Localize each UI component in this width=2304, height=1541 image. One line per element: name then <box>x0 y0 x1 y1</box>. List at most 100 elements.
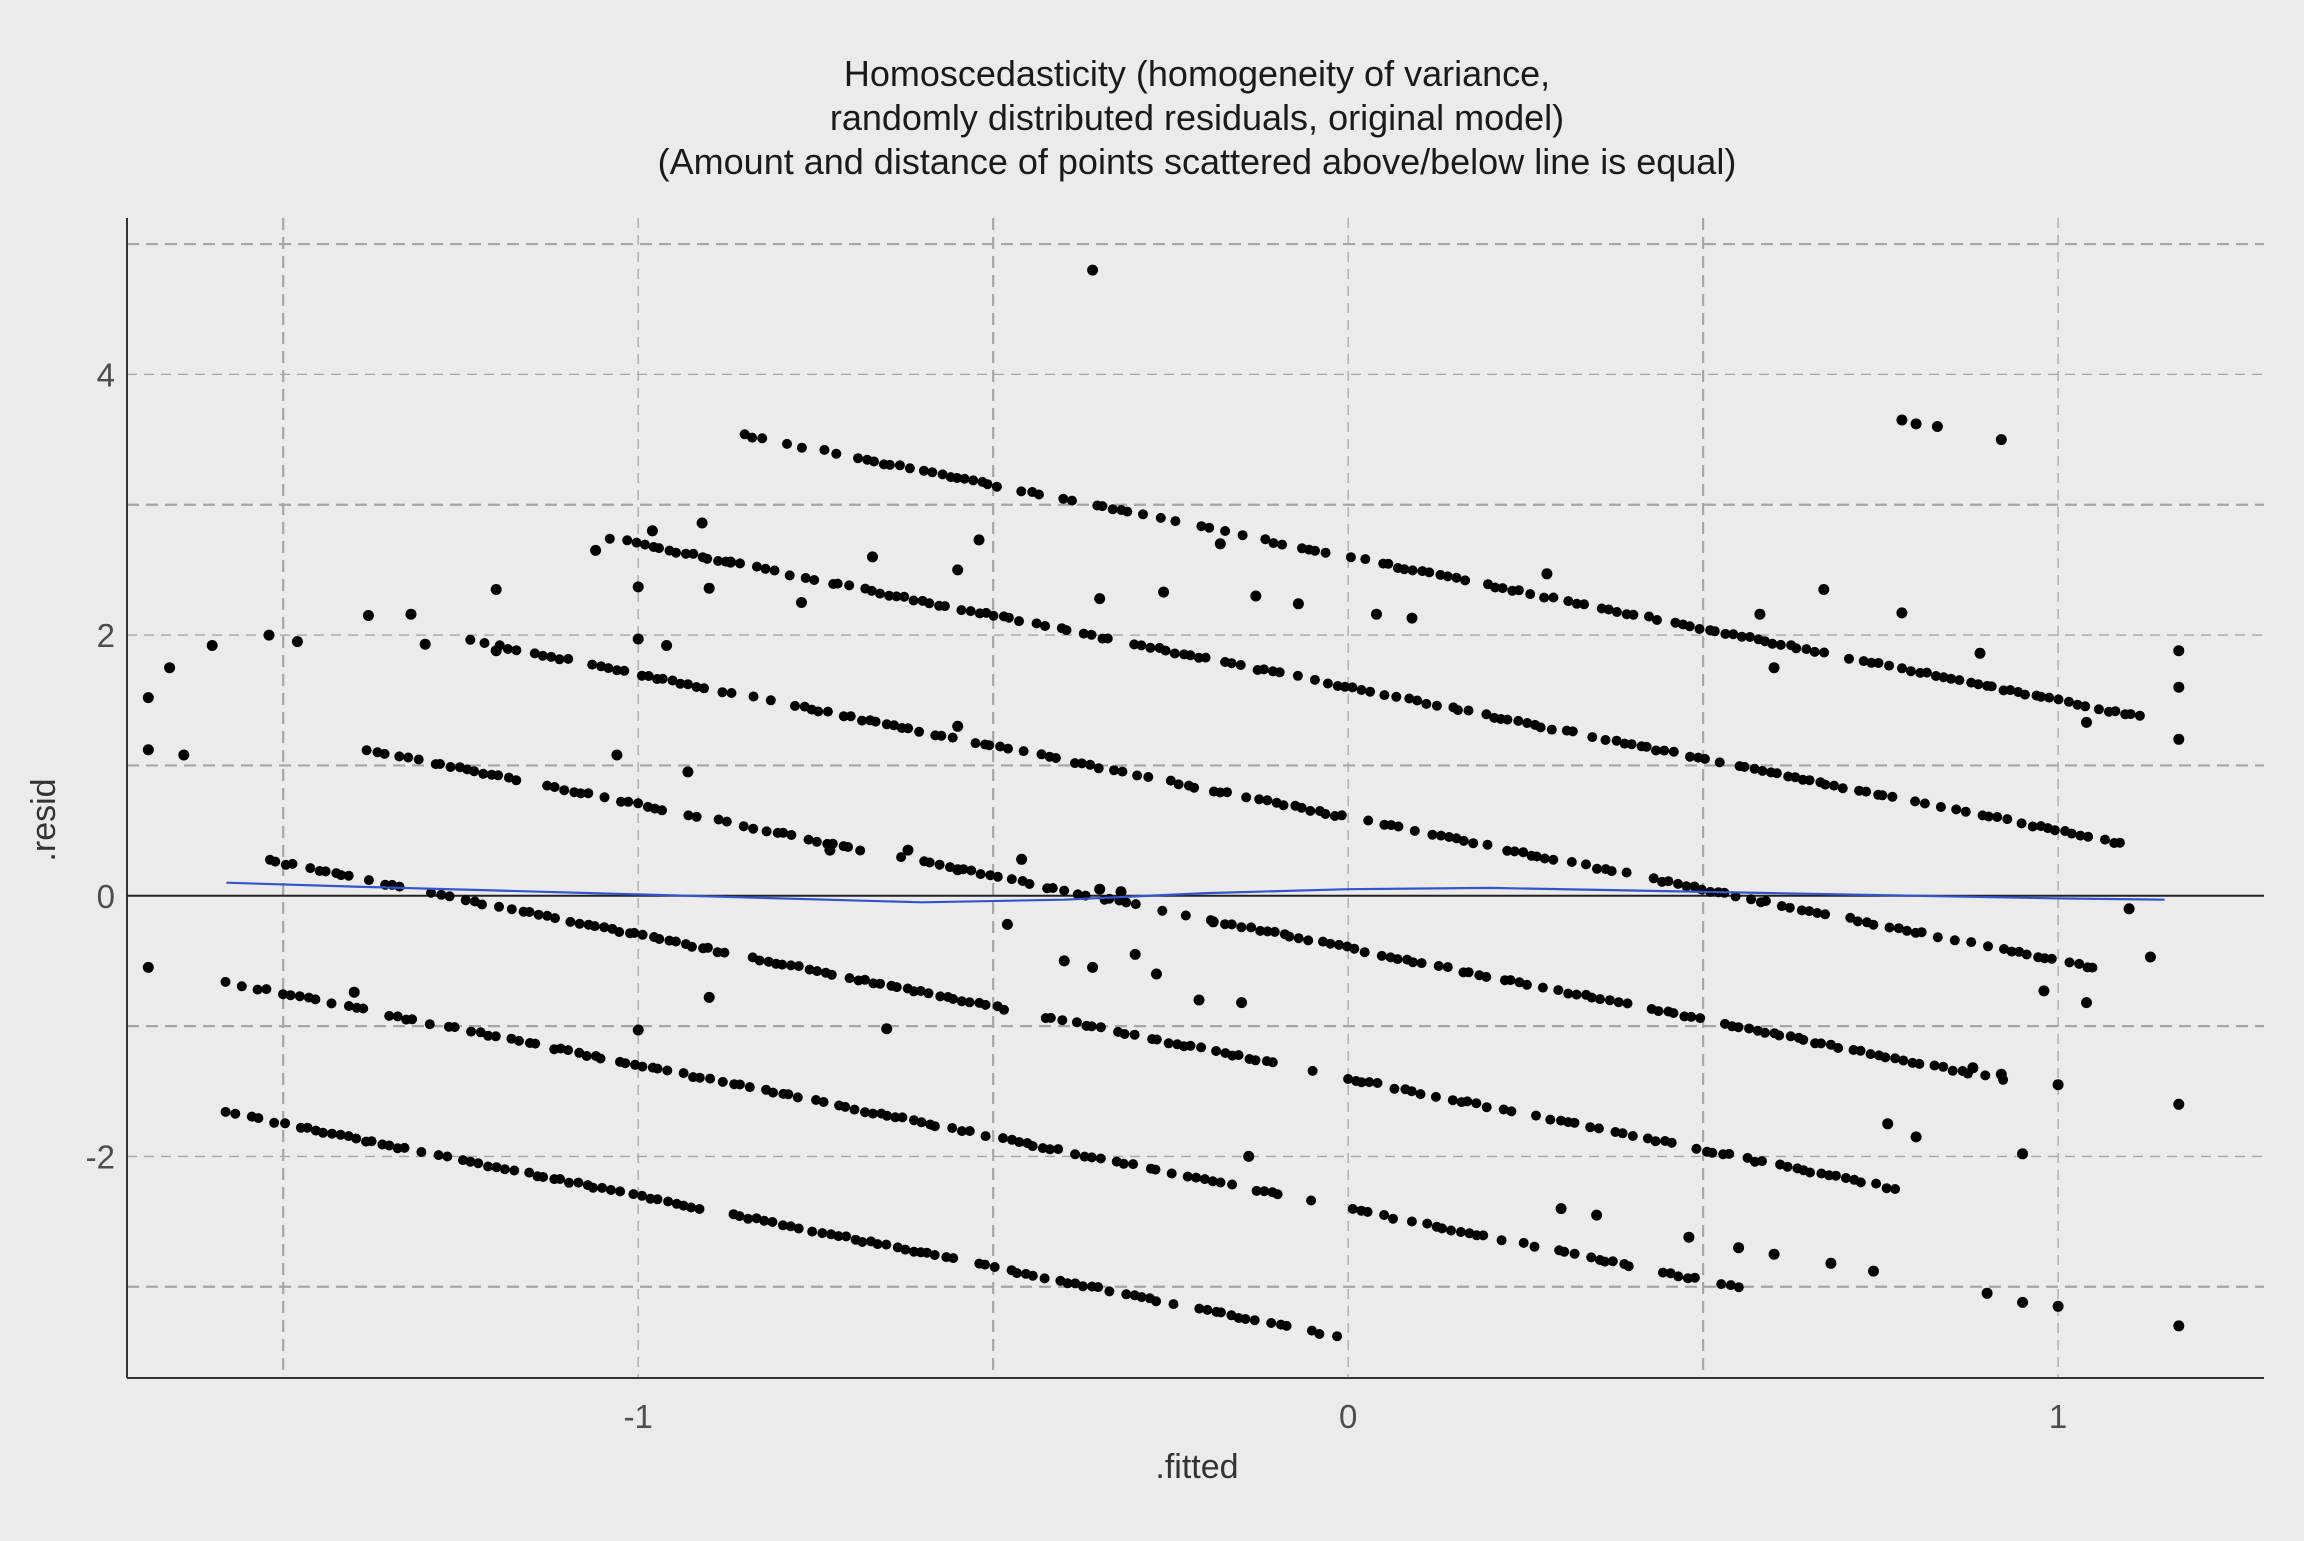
data-point <box>1365 686 1376 697</box>
data-point <box>1062 1278 1073 1289</box>
data-point <box>1047 883 1058 893</box>
data-point <box>889 720 899 731</box>
data-point <box>442 1151 453 1162</box>
data-point <box>1744 1023 1755 1034</box>
data-point <box>785 1221 796 1232</box>
data-point <box>1818 584 1830 595</box>
data-point <box>1006 874 1017 885</box>
data-point <box>1268 538 1279 549</box>
data-point <box>637 1061 648 1072</box>
data-point <box>970 738 981 749</box>
data-point <box>826 969 837 980</box>
data-point <box>542 780 553 791</box>
data-point <box>1160 645 1171 656</box>
data-point <box>1281 1320 1292 1331</box>
data-point <box>1983 941 1993 952</box>
data-point <box>884 590 895 601</box>
data-point <box>1983 811 1994 822</box>
data-point <box>1960 806 1971 817</box>
data-point <box>637 1190 647 1201</box>
data-point <box>2052 1079 2064 1091</box>
data-point <box>1128 1159 1139 1170</box>
data-point <box>1901 925 1912 936</box>
data-point <box>2173 733 2185 745</box>
data-point <box>318 1127 328 1138</box>
data-point <box>424 1019 435 1030</box>
data-point <box>2014 946 2025 957</box>
data-point <box>777 1220 788 1231</box>
data-point <box>1896 414 1908 426</box>
data-point <box>1227 1179 1238 1190</box>
title-line-1: Homoscedasticity (homogeneity of varianc… <box>844 53 1550 94</box>
data-point <box>524 1167 535 1178</box>
data-point <box>502 644 513 654</box>
data-point <box>1659 745 1670 756</box>
data-point <box>530 1038 541 1049</box>
data-point <box>1404 693 1415 704</box>
data-point <box>1775 639 1786 650</box>
data-point <box>713 814 724 825</box>
data-point <box>1277 539 1288 550</box>
data-point <box>2016 818 2027 829</box>
data-point <box>1571 989 1582 1000</box>
data-point <box>1061 625 1072 636</box>
data-point <box>1910 418 1922 430</box>
data-point <box>1293 933 1304 944</box>
data-point <box>1757 1156 1767 1167</box>
data-point <box>1670 617 1681 628</box>
data-point <box>1833 1043 1844 1053</box>
data-point <box>914 726 925 737</box>
data-point <box>1011 1268 1022 1279</box>
data-point <box>477 899 487 910</box>
data-point <box>604 533 615 544</box>
data-point <box>1548 854 1559 865</box>
data-point <box>691 811 702 822</box>
data-point <box>744 1082 755 1093</box>
data-point <box>670 936 681 947</box>
data-point <box>270 856 281 867</box>
data-point <box>1118 1158 1129 1169</box>
data-point <box>783 1089 794 1100</box>
data-point <box>605 1185 616 1195</box>
data-point <box>1490 582 1501 593</box>
data-point <box>1292 670 1303 681</box>
data-point <box>841 1231 852 1242</box>
data-point <box>1086 1152 1097 1163</box>
data-point <box>405 608 417 620</box>
data-point <box>982 479 993 490</box>
data-point <box>460 895 471 906</box>
data-point <box>857 1237 868 1247</box>
data-point <box>1309 674 1320 685</box>
data-point <box>743 1213 754 1224</box>
data-point <box>891 982 902 993</box>
data-point <box>1076 758 1087 769</box>
data-point <box>1070 1278 1081 1289</box>
data-point <box>2173 645 2185 657</box>
data-point <box>1569 1117 1580 1128</box>
data-point <box>1347 682 1358 693</box>
data-point <box>1482 839 1493 850</box>
data-point <box>1471 1098 1482 1109</box>
data-point <box>671 547 681 558</box>
data-point <box>394 881 405 892</box>
data-point <box>1254 794 1265 805</box>
data-point <box>206 640 218 651</box>
data-point <box>1733 1022 1744 1033</box>
data-point <box>1194 1303 1205 1314</box>
data-point <box>351 1133 362 1144</box>
data-point <box>1094 593 1106 605</box>
data-point <box>1044 1144 1055 1155</box>
data-point <box>614 927 625 937</box>
data-point <box>2125 709 2136 720</box>
data-point <box>1771 768 1782 779</box>
data-point <box>1623 1261 1634 1272</box>
data-point <box>1436 830 1446 841</box>
data-point <box>1611 735 1622 746</box>
data-point <box>490 645 502 657</box>
data-point <box>619 665 630 676</box>
data-point <box>483 1030 494 1041</box>
data-point <box>1222 787 1232 798</box>
data-point <box>285 990 296 1001</box>
data-point <box>713 556 724 566</box>
data-point <box>1306 1325 1317 1336</box>
